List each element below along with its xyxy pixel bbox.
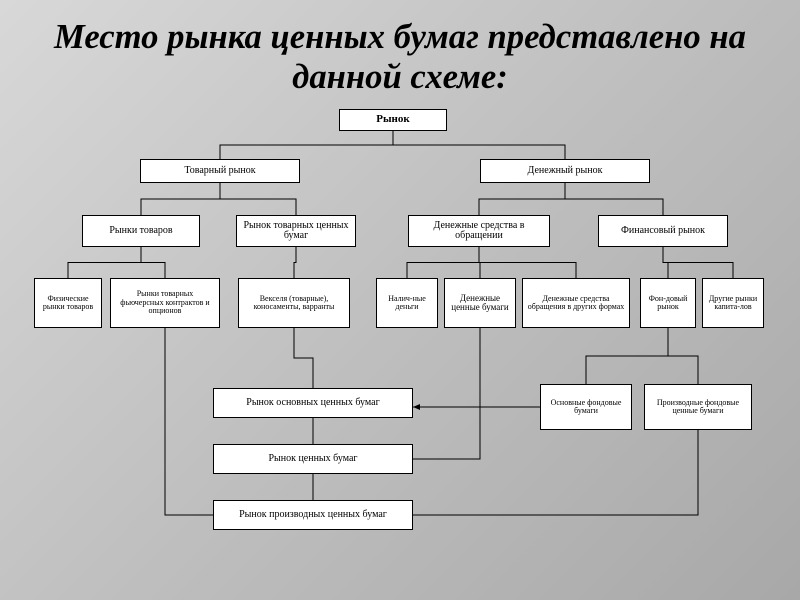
slide-title: Место рынка ценных бумаг представлено на… bbox=[0, 18, 800, 98]
node-l6: Рынок ценных бумаг bbox=[213, 444, 413, 474]
node-l3d: Финансовый рынок bbox=[598, 215, 728, 247]
node-l5b: Основные фондовые бумаги bbox=[540, 384, 632, 430]
node-l4e: Денежные ценные бумаги bbox=[444, 278, 516, 328]
node-l4f: Денежные средства обращения в других фор… bbox=[522, 278, 630, 328]
node-l5a: Рынок основных ценных бумаг bbox=[213, 388, 413, 418]
node-l4h: Другие рынки капита-лов bbox=[702, 278, 764, 328]
node-l3a: Рынки товаров bbox=[82, 215, 200, 247]
node-l4g: Фон-довый рынок bbox=[640, 278, 696, 328]
node-root: Рынок bbox=[339, 109, 447, 131]
node-l3c: Денежные средства в обращении bbox=[408, 215, 550, 247]
node-l4a: Физические рынки товаров bbox=[34, 278, 102, 328]
node-l7: Рынок производных ценных бумаг bbox=[213, 500, 413, 530]
node-l4b: Рынки товарных фьючерсных контрактов и о… bbox=[110, 278, 220, 328]
node-l2b: Денежный рынок bbox=[480, 159, 650, 183]
node-l4d: Налич-ные деньги bbox=[376, 278, 438, 328]
title-text: Место рынка ценных бумаг представлено на… bbox=[54, 18, 746, 96]
node-l2a: Товарный рынок bbox=[140, 159, 300, 183]
node-l5c: Производные фондовые ценные бумаги bbox=[644, 384, 752, 430]
node-l3b: Рынок товарных ценных бумаг bbox=[236, 215, 356, 247]
node-l4c: Векселя (товарные), коносаменты, варрант… bbox=[238, 278, 350, 328]
